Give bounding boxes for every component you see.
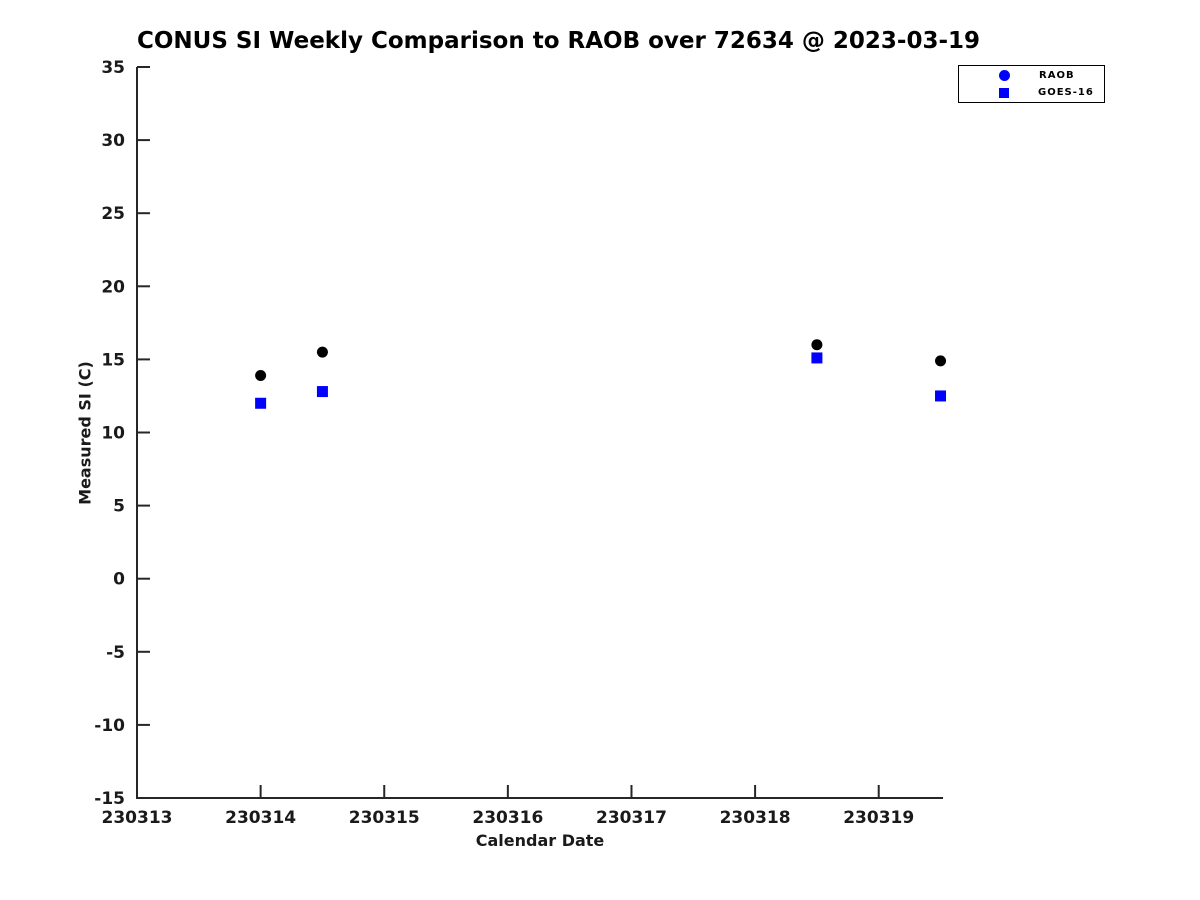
y-tick-label: -10	[94, 716, 125, 736]
data-point-goes-16	[935, 390, 947, 402]
chart-title: CONUS SI Weekly Comparison to RAOB over …	[137, 28, 981, 54]
data-point-raob	[811, 339, 823, 351]
y-tick-label: -5	[106, 643, 125, 663]
goes16-square-icon	[999, 87, 1009, 98]
y-tick-label: 30	[101, 131, 125, 151]
y-tick-label: -15	[94, 789, 125, 809]
y-tick-label: 20	[101, 277, 125, 297]
data-point-raob	[255, 369, 267, 381]
x-tick-label: 230317	[596, 808, 667, 828]
y-tick-label: 15	[101, 350, 125, 370]
data-point-goes-16	[811, 352, 823, 364]
data-point-goes-16	[255, 397, 267, 409]
x-axis-label: Calendar Date	[475, 831, 605, 850]
data-point-raob	[316, 346, 328, 358]
raob-circle-icon	[999, 70, 1010, 81]
x-tick-label: 230315	[349, 808, 420, 828]
legend-label-goes16: GOES-16	[1038, 87, 1094, 98]
legend-item-goes16: GOES-16	[959, 85, 1104, 100]
y-tick-label: 35	[101, 58, 125, 78]
y-tick-label: 10	[101, 424, 125, 444]
legend-label-raob: RAOB	[1039, 70, 1075, 81]
x-tick-label: 230314	[225, 808, 296, 828]
x-tick-label: 230313	[102, 808, 173, 828]
x-tick-label: 230319	[843, 808, 914, 828]
legend-item-raob: RAOB	[959, 68, 1104, 83]
x-tick-label: 230316	[472, 808, 543, 828]
legend: RAOB GOES-16	[958, 65, 1105, 103]
y-tick-label: 25	[101, 204, 125, 224]
y-tick-label: 0	[113, 570, 125, 590]
x-tick-label: 230318	[720, 808, 791, 828]
y-tick-label: 5	[113, 497, 125, 517]
data-point-goes-16	[316, 386, 328, 398]
data-point-raob	[935, 355, 947, 367]
